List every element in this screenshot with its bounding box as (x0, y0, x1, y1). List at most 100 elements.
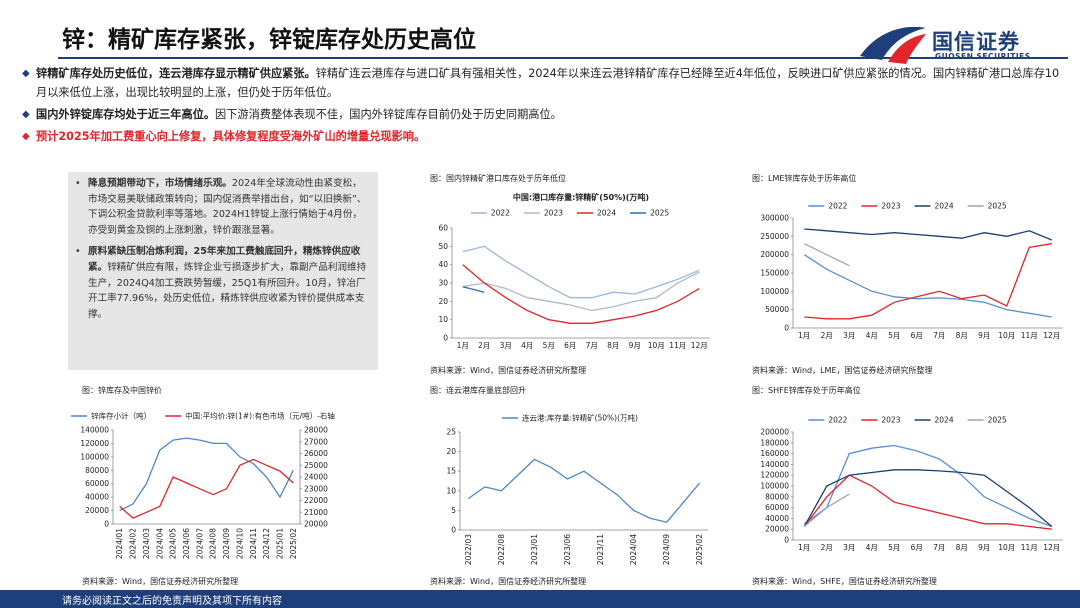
x-tick-label: 2024/05 (169, 528, 178, 559)
y2-tick-label: 23000 (304, 484, 328, 493)
logo-swoosh (860, 26, 926, 60)
x-tick-label: 12月 (1043, 331, 1060, 340)
legend-label: 2025 (650, 209, 669, 218)
x-tick-label: 2025/02 (289, 528, 298, 559)
x-tick-label: 8月 (956, 331, 968, 340)
y-tick-label: 10 (438, 315, 448, 324)
x-tick-label: 2022/08 (497, 534, 506, 565)
x-tick-label: 10月 (998, 331, 1015, 340)
chart: 中国:港口库存量:锌精矿(50%)(万吨) 0 10 20 30 40 50 60 1月 2月 3月… (438, 192, 710, 350)
series-line (803, 469, 1053, 527)
x-tick-label: 2024/02 (129, 528, 138, 559)
y-tick-label: 25 (446, 428, 456, 437)
series-line (803, 474, 1052, 530)
y-tick-label: 40000 (85, 493, 109, 502)
legend-label: 2024 (597, 209, 616, 218)
series-line (462, 286, 485, 293)
x-tick-label: 2月 (478, 341, 490, 350)
chart-caption: 图：连云港库存量底部回升 (430, 386, 526, 395)
x-tick-label: 9月 (978, 331, 990, 340)
x-tick-label: 9月 (978, 543, 990, 552)
series-line (803, 444, 1053, 528)
y-tick-label: 80000 (85, 466, 109, 475)
x-tick-label: 2023/01 (530, 534, 539, 565)
chart: 0 5 10 15 20 25 2022/03 2022/08 2023/01 2023/06 20… (446, 413, 708, 565)
series-line (804, 243, 850, 267)
x-tick-label: 9月 (629, 341, 641, 350)
sidebar-item: 降息预期带动下，市场情绪乐观。2024年全球流动性由紧变松，市场交易美联储政策转… (75, 176, 368, 238)
legend-label: 2023 (881, 416, 900, 425)
x-tick-label: 4月 (866, 331, 878, 340)
chart: 0 20000 40000 60000 80000 100000 120000 140000 2… (71, 411, 335, 559)
bullet-lead: 国内外锌锭库存均处于近三年高位。 (36, 108, 216, 121)
legend-label: 2024 (935, 416, 954, 425)
footer-text: 请务必阅读正文之后的免责声明及其项下所有内容 (62, 596, 282, 607)
x-tick-label: 2024/09 (222, 528, 231, 559)
y-tick-label: 15 (446, 467, 456, 476)
y-tick-label: 80000 (765, 492, 789, 501)
y-tick-label: 0 (104, 520, 109, 529)
series-line (804, 243, 1052, 320)
legend-label: 2024 (935, 202, 954, 211)
x-tick-label: 1月 (798, 543, 810, 552)
x-tick-label: 12月 (1043, 543, 1060, 552)
footer-bar (0, 590, 1080, 608)
x-tick-label: 11月 (1021, 543, 1038, 552)
x-tick-label: 12月 (691, 341, 708, 350)
x-tick-label: 11月 (669, 341, 686, 350)
chart-title: 中国:港口库存量:锌精矿(50%)(万吨) (513, 192, 649, 202)
bullet-text: 锌精矿供应有限，炼锌企业亏损逐步扩大，靠副产品利润维持生产，2024Q4加工费跌… (88, 261, 367, 320)
y-tick-label: 60000 (85, 479, 109, 488)
logo-en: GUOSEN SECURITIES (935, 52, 1031, 61)
x-tick-label: 4月 (521, 341, 533, 350)
x-tick-label: 4月 (866, 543, 878, 552)
bullet-lead: 降息预期带动下，市场情绪乐观。 (88, 178, 232, 189)
x-tick-label: 6月 (911, 331, 923, 340)
y-tick-label: 30 (438, 279, 448, 288)
y-tick-label: 60 (438, 224, 448, 233)
series-line (803, 254, 1052, 318)
y-tick-label: 250000 (760, 232, 789, 241)
logo-swoosh (888, 34, 926, 64)
x-tick-label: 3月 (500, 341, 512, 350)
x-tick-label: 6月 (564, 341, 576, 350)
y-tick-label: 100000 (760, 482, 789, 491)
logo-name: 国信证券 (932, 30, 1020, 54)
x-tick-label: 5月 (888, 543, 900, 552)
x-tick-label: 5月 (543, 341, 555, 350)
y2-tick-label: 27000 (304, 437, 328, 446)
chart-source: 资料来源：Wind，LME，国信证券经济研究所整理 (752, 366, 933, 375)
bullet-text: 2024年全球流动性由紧变松，市场交易美联储政策转向；国内促消费举措出台，如“以… (88, 178, 367, 236)
x-tick-label: 6月 (911, 543, 923, 552)
y-tick-label: 150000 (760, 269, 789, 278)
y-tick-label: 180000 (760, 438, 789, 447)
y-tick-label: 0 (784, 324, 789, 333)
x-tick-label: 2月 (821, 543, 833, 552)
y-tick-label: 20 (446, 447, 456, 456)
series-line (119, 437, 294, 512)
x-tick-label: 1月 (798, 331, 810, 340)
y-tick-label: 20 (438, 297, 448, 306)
x-tick-label: 8月 (607, 341, 619, 350)
legend-label: 连云港:库存量:锌精矿(50%)(万吨) (522, 413, 638, 423)
x-tick-label: 7月 (586, 341, 598, 350)
chart-caption: 图：国内锌精矿港口库存处于历年低位 (430, 174, 566, 183)
chart-source: 资料来源：Wind，国信证券经济研究所整理 (430, 366, 587, 375)
y-tick-label: 0 (451, 526, 456, 535)
x-tick-label: 10月 (998, 543, 1015, 552)
bullets: 锌精矿库存处历史低位，连云港库存显示精矿供应紧张。锌精矿连云港库存与进口矿具有强… (22, 64, 1062, 149)
x-tick-label: 7月 (933, 543, 945, 552)
x-tick-label: 3月 (843, 543, 855, 552)
bullet: 预计2025年加工费重心向上修复，具体修复程度受海外矿山的增量兑现影响。 (22, 127, 1062, 146)
y-tick-label: 50 (438, 242, 448, 251)
series-line (119, 458, 294, 519)
x-tick-label: 2024/01 (115, 528, 124, 559)
x-tick-label: 2024/04 (629, 534, 638, 565)
y2-tick-label: 25000 (304, 461, 328, 470)
logo-mark (860, 26, 926, 64)
bullet-lead: 预计2025年加工费重心向上修复，具体修复程度受海外矿山的增量兑现影响。 (36, 130, 426, 143)
bullet-text: 因下游消费整体表现不佳，国内外锌锭库存目前仍处于历史同期高位。 (215, 108, 562, 121)
x-tick-label: 10月 (648, 341, 665, 350)
legend-label: 2022 (828, 202, 847, 211)
